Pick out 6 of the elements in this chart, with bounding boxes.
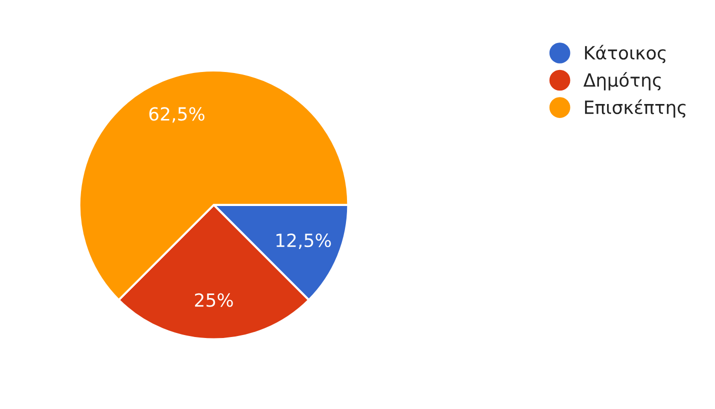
legend-label: Κάτοικος bbox=[585, 44, 666, 64]
data-label: 12,5% bbox=[276, 234, 331, 250]
legend-label: Επισκέπτης bbox=[585, 99, 686, 118]
legend-label: Δημότης bbox=[583, 72, 661, 90]
data-label: 25% bbox=[195, 293, 233, 307]
data-label: 62,5% bbox=[149, 107, 204, 123]
